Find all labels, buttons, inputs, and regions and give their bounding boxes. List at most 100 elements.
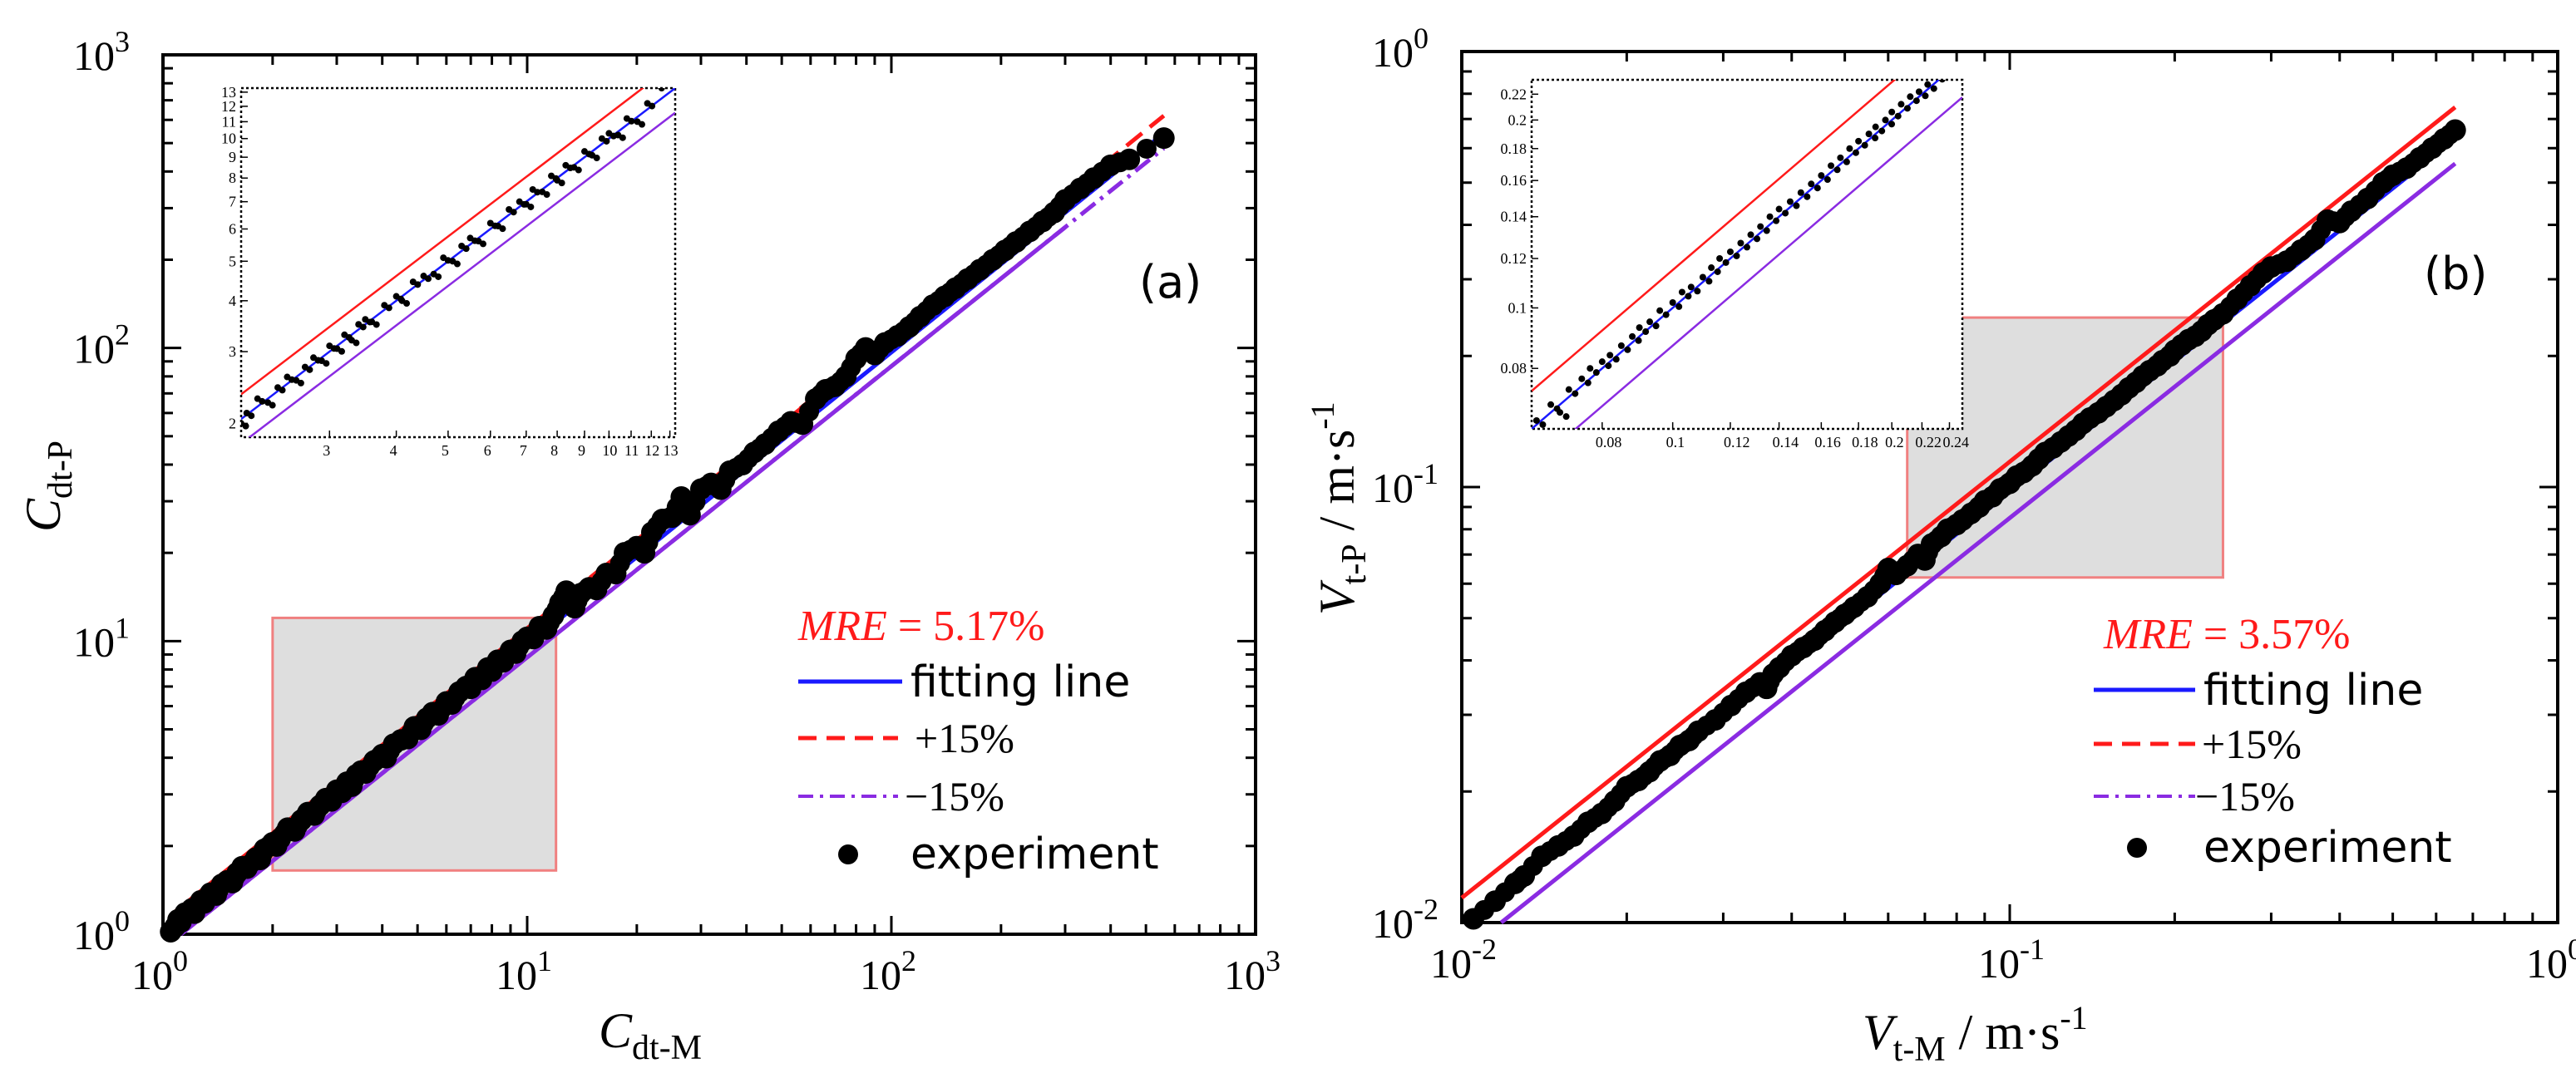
legend-plus-label: +15% — [2202, 721, 2302, 767]
inset-y-tick-label: 13 — [221, 84, 236, 101]
inset-data-point — [1915, 88, 1922, 96]
inset-data-point — [543, 191, 550, 199]
inset-x-tick-label: 13 — [664, 442, 679, 459]
inset-x-tick-label: 5 — [442, 442, 449, 459]
data-point — [1063, 184, 1083, 204]
y-tick-label: 100 — [1372, 22, 1429, 76]
inset-data-point — [639, 121, 646, 128]
inset-y-tick-label: 4 — [229, 293, 236, 309]
inset-data-point — [1747, 231, 1754, 239]
data-point — [1597, 797, 1618, 818]
inset-y-tick-label: 0.2 — [1508, 111, 1527, 128]
inset-data-point — [1656, 307, 1664, 314]
data-point — [1713, 702, 1734, 723]
inset-x-tick-label: 6 — [484, 442, 491, 459]
data-point — [1509, 869, 1530, 890]
inset-y-tick-label: 0.1 — [1508, 299, 1527, 316]
inset-x-tick-label: 0.24 — [1942, 434, 1969, 450]
legend-minus-label: −15% — [905, 773, 1004, 820]
inset-data-point — [1687, 283, 1695, 291]
inset-x-tick-label: 10 — [602, 442, 617, 459]
inset-x-tick-label: 8 — [550, 442, 558, 459]
inset-y-tick-label: 7 — [229, 194, 236, 210]
inset-data-point — [1804, 193, 1811, 200]
inset-data-point — [1547, 401, 1555, 408]
inset-data-point — [1624, 346, 1631, 353]
inset-data-point — [1592, 369, 1600, 377]
inset-data-point — [353, 339, 360, 347]
inset-data-point — [1757, 223, 1764, 230]
inset-frame-b — [1530, 78, 1964, 431]
inset-b: 0.08 0.1 0.12 0.14 0.16 0.18 0.2 0.22 0.240.080.… — [1501, 78, 1969, 450]
inset-y-tick-label: 5 — [229, 253, 236, 269]
inset-data-point — [414, 281, 422, 288]
inset-x-tick-label: 11 — [624, 442, 639, 459]
data-point — [1556, 830, 1577, 851]
y-tick-label: 10-2 — [1372, 893, 1439, 947]
inset-data-point — [1763, 227, 1770, 234]
inset-data-point — [1882, 116, 1889, 124]
inset-y-tick-label: 2 — [229, 415, 236, 431]
inset-data-point — [1584, 379, 1591, 386]
inset-y-tick-label: 0.18 — [1501, 140, 1527, 157]
data-point — [2365, 180, 2386, 201]
inset-data-point — [1617, 342, 1625, 349]
inset-y-tick-label: 0.12 — [1501, 250, 1527, 267]
inset-data-point — [1888, 108, 1896, 116]
inset-data-point — [1642, 328, 1650, 336]
inset-data-point — [462, 245, 470, 253]
x-axis-label-a: Cdt-M — [599, 1003, 702, 1067]
data-point — [2439, 124, 2460, 145]
legend-a: fitting line +15% −15% experiment — [798, 657, 1159, 879]
y-tick-label: 101 — [73, 611, 130, 665]
inset-data-point — [1897, 101, 1905, 108]
inset-minus-line — [1574, 96, 1962, 429]
inset-data-point — [1930, 85, 1937, 92]
inset-y-tick-label: 0.22 — [1501, 86, 1527, 102]
inset-data-point — [1903, 105, 1911, 112]
data-point — [1152, 127, 1175, 150]
data-points-b — [1462, 119, 2466, 930]
y-axis-label-a: Cdt-P — [16, 441, 80, 532]
inset-data-point — [1726, 248, 1734, 255]
legend-exp-swatch — [838, 844, 858, 864]
data-point — [609, 553, 630, 573]
inset-data-point — [1852, 149, 1859, 156]
data-point — [1522, 856, 1543, 877]
inset-y-tick-label: 9 — [229, 149, 236, 165]
data-point — [1863, 580, 1884, 601]
inset-data-point — [425, 275, 432, 283]
inset-data-point — [1855, 137, 1863, 145]
mre-label-b: MRE = 3.57% — [2103, 611, 2351, 658]
inset-data-point — [435, 273, 442, 280]
panel-label-a: (a) — [1139, 256, 1202, 308]
inset-data-point — [1578, 375, 1586, 382]
inset-data-point — [453, 260, 461, 268]
inset-data-point — [1557, 409, 1564, 416]
x-tick-label: 100 — [131, 944, 188, 998]
inset-data-point — [658, 88, 665, 92]
inset-data-point — [1539, 421, 1547, 428]
data-point — [1571, 819, 1591, 839]
inset-x-tick-label: 0.18 — [1852, 434, 1878, 450]
inset-data-point — [1823, 176, 1831, 184]
inset-y-tick-label: 0.08 — [1501, 360, 1527, 377]
inset-y-tick-label: 0.16 — [1501, 172, 1527, 189]
inset-data-point — [654, 88, 659, 89]
inset-data-point — [1828, 162, 1835, 170]
inset-data-point — [279, 386, 286, 394]
inset-data-point — [593, 155, 600, 162]
inset-x-tick-label: 0.08 — [1596, 434, 1622, 450]
inset-data-point — [403, 300, 411, 308]
x-tick-label: 100 — [2526, 933, 2576, 987]
inset-plus-line — [241, 88, 645, 396]
axis-ticks-a — [161, 55, 1256, 936]
panel-b: 10-210-2 10-1 10-1 100 100 Vt-M / m·s-1 Vt-P/… — [1304, 22, 2576, 1069]
inset-data-point — [1833, 166, 1841, 174]
inset-data-point — [1814, 185, 1821, 192]
inset-minus-line — [248, 111, 675, 437]
inset-data-point — [359, 323, 367, 331]
